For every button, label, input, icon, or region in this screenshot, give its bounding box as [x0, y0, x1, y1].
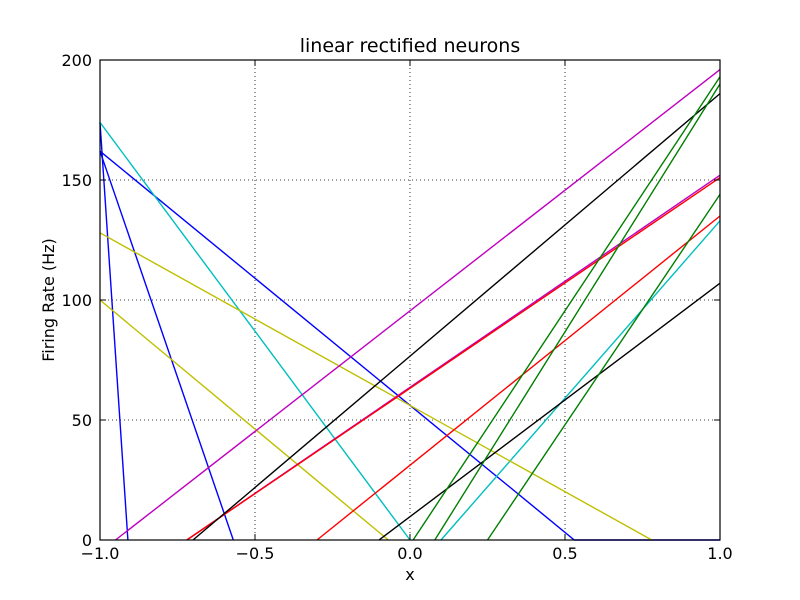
series-line-12: [192, 93, 721, 541]
series-line-7: [99, 299, 389, 541]
x-tick-label: 0.0: [397, 544, 422, 563]
series-line-5: [440, 220, 721, 541]
series-line-4: [99, 121, 411, 541]
x-tick-label: 1.0: [707, 544, 732, 563]
x-axis-label: x: [405, 565, 414, 584]
tick-labels: −1.0 −0.5 0.0 0.5 1.0 0 50 100 150 200: [61, 51, 732, 563]
series-line-13: [378, 282, 721, 541]
series-line-2: [99, 150, 234, 541]
series-line-14: [412, 76, 721, 541]
series-line-1: [99, 122, 129, 541]
y-axis-label: Firing Rate (Hz): [39, 238, 58, 362]
series-line-6: [99, 232, 653, 541]
series-line-16: [486, 194, 721, 541]
series-line-11: [316, 215, 721, 541]
x-tick-label: −1.0: [81, 544, 120, 563]
x-tick-label: 0.5: [552, 544, 577, 563]
series-line-8: [115, 69, 721, 541]
y-tick-label: 50: [72, 411, 92, 430]
series-line-15: [434, 83, 721, 541]
y-tick-label: 150: [61, 171, 92, 190]
y-tick-label: 200: [61, 51, 92, 70]
y-tick-label: 0: [82, 531, 92, 550]
y-tick-label: 100: [61, 291, 92, 310]
x-tick-label: −0.5: [236, 544, 275, 563]
chart-title: linear rectified neurons: [300, 35, 521, 57]
axis-ticks: [99, 59, 721, 541]
series-line-10: [186, 177, 721, 541]
